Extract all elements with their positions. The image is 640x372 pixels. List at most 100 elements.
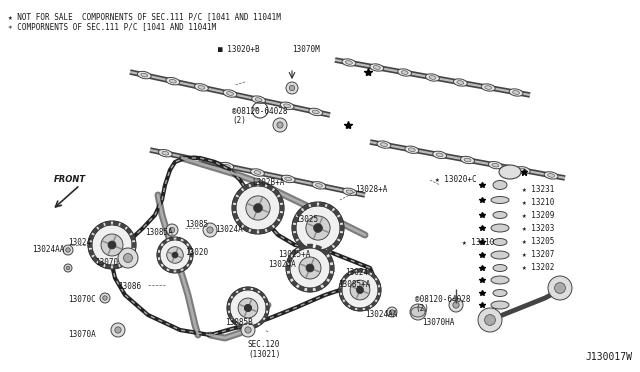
Text: ★ 13202: ★ 13202 (522, 263, 554, 272)
Wedge shape (349, 270, 355, 274)
Ellipse shape (499, 165, 521, 179)
Wedge shape (278, 196, 284, 203)
Text: J130017W: J130017W (585, 352, 632, 362)
Wedge shape (371, 301, 376, 307)
Text: 13070A: 13070A (68, 330, 96, 339)
Wedge shape (286, 265, 290, 271)
Ellipse shape (488, 161, 502, 169)
Wedge shape (323, 249, 329, 256)
Ellipse shape (516, 167, 530, 174)
Circle shape (238, 298, 258, 318)
Circle shape (387, 307, 397, 317)
Circle shape (203, 223, 217, 237)
Circle shape (339, 269, 381, 311)
Text: ★ 13203: ★ 13203 (522, 224, 554, 233)
Circle shape (306, 264, 314, 272)
Text: ★ 13210: ★ 13210 (522, 198, 554, 207)
Wedge shape (162, 266, 167, 270)
Wedge shape (130, 234, 136, 241)
Wedge shape (125, 256, 132, 263)
Circle shape (111, 323, 125, 337)
Text: ★ NOT FOR SALE  COMPORNENTS OF SEC.111 P/C [1041 AND 11041M: ★ NOT FOR SALE COMPORNENTS OF SEC.111 P/… (8, 12, 281, 21)
Circle shape (478, 308, 502, 332)
Wedge shape (130, 250, 136, 256)
Wedge shape (340, 280, 344, 285)
Wedge shape (376, 280, 380, 285)
Ellipse shape (461, 156, 474, 164)
Ellipse shape (464, 158, 471, 162)
Wedge shape (162, 240, 167, 244)
Wedge shape (233, 213, 238, 220)
Text: (2): (2) (232, 116, 246, 125)
Ellipse shape (457, 81, 464, 84)
Wedge shape (365, 270, 371, 274)
Ellipse shape (138, 71, 151, 79)
Text: ■ 13020+B: ■ 13020+B (218, 45, 260, 54)
Circle shape (118, 248, 138, 268)
Text: 13028+A: 13028+A (355, 185, 387, 194)
Circle shape (253, 203, 262, 212)
Wedge shape (273, 189, 280, 196)
Wedge shape (92, 227, 99, 234)
Text: (13021): (13021) (248, 350, 280, 359)
Wedge shape (291, 249, 298, 256)
Wedge shape (250, 229, 257, 234)
Text: 13070M: 13070M (292, 45, 320, 54)
Circle shape (449, 298, 463, 312)
Wedge shape (236, 220, 243, 227)
Wedge shape (326, 246, 333, 252)
Wedge shape (183, 266, 188, 270)
Circle shape (292, 202, 344, 254)
Circle shape (289, 85, 294, 91)
Wedge shape (358, 308, 362, 311)
Text: (B: (B (253, 108, 259, 112)
Ellipse shape (397, 69, 412, 76)
Wedge shape (236, 189, 243, 196)
Wedge shape (328, 256, 333, 263)
Ellipse shape (309, 108, 323, 116)
Circle shape (277, 122, 283, 128)
Circle shape (167, 247, 183, 263)
Ellipse shape (170, 79, 176, 83)
Circle shape (88, 221, 136, 269)
Wedge shape (310, 202, 317, 207)
Wedge shape (188, 245, 192, 250)
Wedge shape (316, 285, 322, 291)
Wedge shape (190, 253, 193, 257)
Text: FRONT: FRONT (54, 175, 86, 184)
Wedge shape (132, 242, 136, 248)
Wedge shape (310, 249, 317, 254)
Text: 13020: 13020 (185, 248, 208, 257)
Wedge shape (228, 313, 232, 318)
Wedge shape (237, 324, 243, 328)
Ellipse shape (405, 146, 419, 153)
Circle shape (245, 327, 251, 333)
Wedge shape (88, 242, 92, 248)
Ellipse shape (493, 238, 507, 246)
Ellipse shape (493, 180, 507, 189)
Wedge shape (113, 221, 119, 226)
Ellipse shape (493, 264, 507, 272)
Circle shape (350, 280, 370, 300)
Wedge shape (344, 301, 349, 307)
Ellipse shape (312, 110, 319, 114)
Wedge shape (97, 261, 104, 267)
Text: 13086: 13086 (118, 282, 141, 291)
Wedge shape (338, 216, 343, 223)
Wedge shape (188, 260, 192, 265)
Wedge shape (120, 261, 127, 267)
Ellipse shape (401, 71, 408, 74)
Wedge shape (319, 249, 326, 254)
Text: ®08120-64028: ®08120-64028 (232, 107, 287, 116)
Text: L302B+A: L302B+A (252, 178, 284, 187)
Wedge shape (97, 223, 104, 229)
Ellipse shape (408, 148, 415, 151)
Circle shape (548, 276, 572, 300)
Wedge shape (237, 288, 243, 292)
Ellipse shape (370, 64, 384, 71)
Circle shape (160, 240, 190, 270)
Circle shape (103, 296, 108, 300)
Circle shape (227, 287, 269, 329)
Ellipse shape (426, 74, 440, 81)
Circle shape (356, 286, 364, 294)
